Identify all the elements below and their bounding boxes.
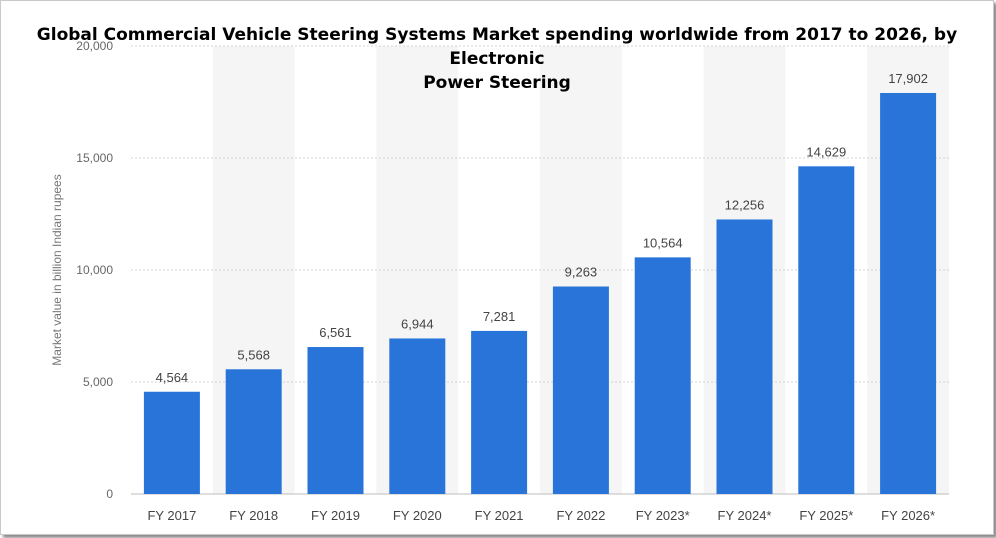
bar-value-label: 9,263 (565, 265, 598, 280)
x-tick-label: FY 2017 (147, 508, 196, 523)
x-tick-label: FY 2023* (636, 508, 690, 523)
bar (798, 166, 855, 494)
bar (389, 338, 446, 494)
x-tick-label: FY 2024* (718, 508, 772, 523)
bar-value-label: 4,564 (156, 370, 189, 385)
bar-value-label: 7,281 (483, 309, 516, 324)
bar (716, 219, 773, 494)
bar-value-label: 17,902 (888, 71, 928, 86)
x-tick-label: FY 2022 (556, 508, 605, 523)
x-tick-label: FY 2021 (475, 508, 524, 523)
bar (471, 330, 528, 494)
y-axis-label: Market value in billion Indian rupees (50, 174, 64, 365)
bar-value-label: 12,256 (725, 197, 765, 212)
bar (307, 347, 364, 494)
bar (552, 286, 609, 494)
bar (634, 257, 691, 494)
bar-value-label: 6,944 (401, 316, 434, 331)
x-tick-label: FY 2018 (229, 508, 278, 523)
x-tick-label: FY 2026* (881, 508, 935, 523)
chart-title: Global Commercial Vehicle Steering Syste… (1, 23, 993, 95)
x-tick-label: FY 2025* (799, 508, 853, 523)
bar (225, 369, 282, 494)
y-tick-label: 0 (106, 487, 113, 501)
chart-title-line-2: Power Steering (423, 73, 571, 93)
y-tick-label: 15,000 (76, 151, 113, 165)
bar-value-label: 5,568 (237, 347, 270, 362)
bar-value-label: 6,561 (319, 325, 352, 340)
bar (143, 391, 200, 494)
x-tick-label: FY 2020 (393, 508, 442, 523)
chart-title-line-1: Global Commercial Vehicle Steering Syste… (36, 25, 958, 69)
y-tick-label: 5,000 (83, 375, 113, 389)
bar-value-label: 10,564 (643, 235, 683, 250)
bar-value-label: 14,629 (806, 144, 846, 159)
y-tick-label: 10,000 (76, 263, 113, 277)
y-tick-label: 20,000 (76, 39, 113, 53)
bar (880, 92, 937, 494)
x-tick-label: FY 2019 (311, 508, 360, 523)
